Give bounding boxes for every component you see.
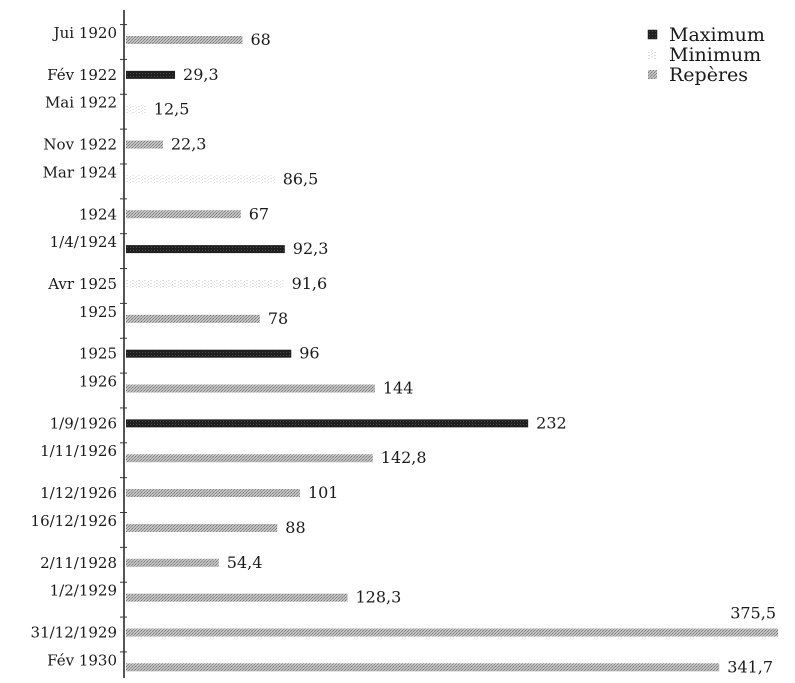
legend-label-minimum: Minimum [669, 44, 761, 66]
category-label: Nov 1922 [43, 136, 117, 154]
category-label: 1925 [79, 345, 117, 363]
legend-swatch-minimum [648, 50, 657, 59]
bar-minimum-5 [126, 175, 275, 184]
category-label: 1/12/1926 [40, 484, 117, 502]
bar-reperes-14 [126, 489, 300, 498]
bar-maximum-2 [126, 70, 176, 79]
bar-reperes-15 [126, 523, 278, 532]
axis-group [120, 10, 127, 678]
category-label: 2/11/1928 [40, 554, 117, 572]
category-label: 16/12/1926 [31, 512, 117, 530]
data-label: 92,3 [293, 239, 329, 258]
category-label: 31/12/1929 [31, 623, 117, 641]
category-label: Mar 1924 [43, 163, 117, 181]
bar-minimum-8 [126, 279, 284, 288]
data-label: 54,4 [227, 553, 263, 572]
data-label: 67 [249, 204, 269, 223]
data-label: 375,5 [730, 603, 776, 622]
data-label: 78 [268, 309, 288, 328]
data-label: 22,3 [171, 135, 207, 154]
category-label: Fév 1922 [47, 66, 117, 84]
bar-reperes-1 [126, 36, 243, 44]
bars-group [126, 36, 779, 672]
bar-reperes-17 [126, 593, 348, 602]
category-label: 1/11/1926 [40, 442, 117, 460]
bar-maximum-7 [126, 245, 285, 254]
labels-group: Jui 1920 68 Fév 1922 29,3 Mai 1922 12,5 Nov 19… [31, 24, 776, 676]
category-label: 1/4/1924 [50, 233, 117, 251]
legend-label-reperes: Repères [669, 64, 748, 86]
category-label: 1924 [79, 205, 117, 223]
bar-reperes-6 [126, 210, 241, 219]
bar-minimum-3 [126, 105, 146, 114]
bar-reperes-11 [126, 384, 375, 393]
category-label: Avr 1925 [47, 275, 117, 293]
data-label: 91,6 [292, 274, 328, 293]
data-label: 232 [536, 413, 567, 432]
category-label: Mai 1922 [45, 94, 117, 112]
legend-swatch-reperes [648, 70, 657, 79]
bar-maximum-10 [126, 349, 292, 358]
data-label: 12,5 [154, 100, 190, 119]
legend-swatch-maximum [647, 29, 658, 40]
data-label: 96 [299, 344, 319, 363]
data-label: 68 [250, 30, 270, 49]
data-label: 86,5 [283, 169, 319, 188]
category-label: 1925 [79, 303, 117, 321]
data-label: 88 [285, 518, 305, 537]
bar-reperes-13 [126, 454, 373, 463]
legend-label-maximum: Maximum [669, 24, 765, 46]
category-label: 1926 [79, 373, 117, 391]
category-label: Fév 1930 [47, 651, 117, 669]
bar-reperes-4 [126, 140, 163, 149]
category-label: 1/9/1926 [50, 414, 117, 432]
bar-reperes-9 [126, 314, 260, 323]
data-label: 142,8 [381, 448, 427, 467]
bar-reperes-19 [126, 663, 720, 672]
data-label: 128,3 [356, 588, 402, 607]
category-label: 1/2/1929 [50, 582, 117, 600]
category-label: Jui 1920 [52, 24, 117, 42]
bar-reperes-16 [126, 558, 219, 567]
data-label: 341,7 [727, 657, 773, 676]
bar-maximum-12 [126, 419, 529, 428]
bar-reperes-18 [126, 628, 779, 637]
data-label: 101 [308, 483, 339, 502]
data-label: 144 [383, 379, 414, 398]
data-label: 29,3 [183, 65, 219, 84]
